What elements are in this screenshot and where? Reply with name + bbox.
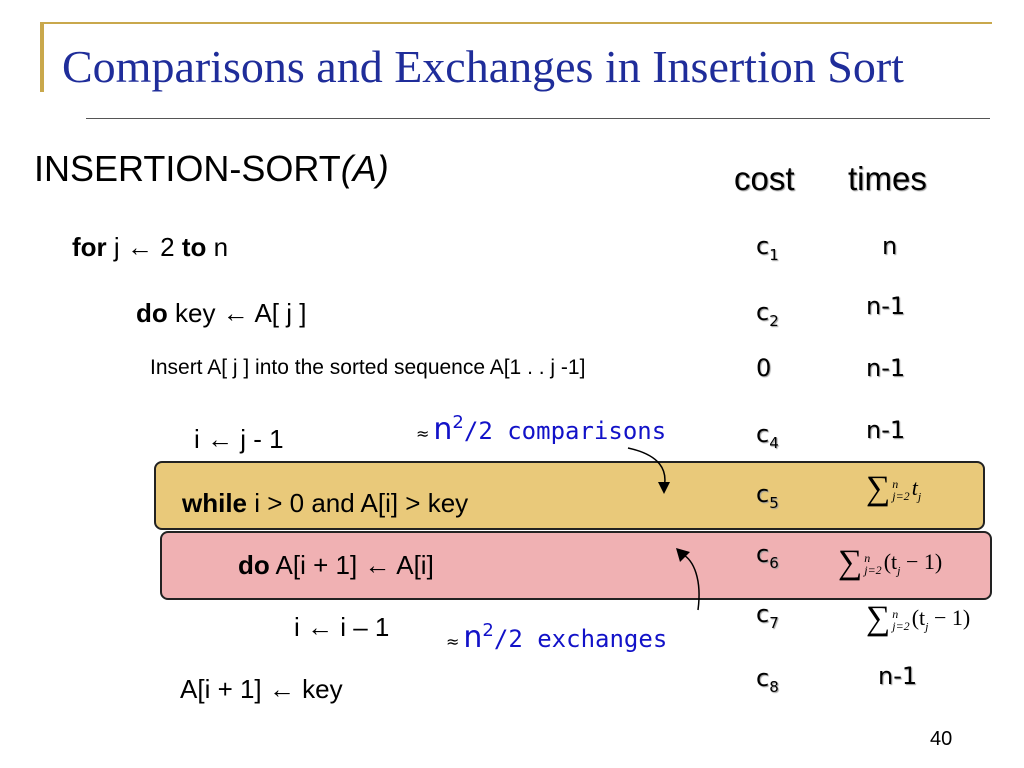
code-line-2: do key ← A[ j ] xyxy=(136,298,307,328)
cost-2: c2 xyxy=(756,298,779,330)
comparisons-note: ≈ n2/2 comparisons xyxy=(416,412,667,447)
code-line-7: i ← i – 1 xyxy=(294,612,390,642)
code-line-6: do A[i + 1] ← A[i] xyxy=(238,550,434,580)
cost-3: 0 xyxy=(756,354,772,382)
code-line-8: A[i + 1] ← key xyxy=(180,674,343,704)
page-title: Comparisons and Exchanges in Insertion S… xyxy=(62,41,904,92)
cost-header: cost xyxy=(734,160,795,197)
exchanges-arrow xyxy=(681,553,700,611)
title-accent-horizontal xyxy=(40,22,992,24)
title-underline xyxy=(86,118,990,119)
code-line-4: i ← j - 1 xyxy=(194,424,284,454)
code-line-1: for j ← 2 to n xyxy=(72,232,229,262)
times-2: n-1 xyxy=(866,292,906,320)
exchanges-note: ≈ n2/2 exchanges xyxy=(446,620,668,655)
page-number: 40 xyxy=(930,728,953,750)
cost-1: c1 xyxy=(756,232,779,264)
procedure-name: INSERTION-SORT xyxy=(34,148,341,189)
times-header: times xyxy=(848,160,927,197)
cost-8: c8 xyxy=(756,664,779,696)
do-highlight-box xyxy=(160,531,992,600)
while-highlight-box xyxy=(154,461,985,530)
code-line-3: Insert A[ j ] into the sorted sequence A… xyxy=(150,356,586,379)
procedure-header: INSERTION-SORT(A) xyxy=(34,148,389,190)
times-1: n xyxy=(882,232,898,260)
cost-5: c5 xyxy=(756,480,779,512)
title-accent-vertical xyxy=(40,22,44,92)
cost-6: c6 xyxy=(756,540,779,572)
times-5-sum: ∑ n j=2tj xyxy=(866,470,922,507)
code-line-5: while i > 0 and A[i] > key xyxy=(182,488,469,518)
cost-4: c4 xyxy=(756,420,779,452)
times-6-sum: ∑ n j=2(tj − 1) xyxy=(838,544,943,581)
procedure-arg: (A) xyxy=(340,148,389,189)
exchanges-arrowhead xyxy=(676,548,690,562)
times-8: n-1 xyxy=(878,662,918,690)
times-4: n-1 xyxy=(866,416,906,444)
times-7-sum: ∑ n j=2(tj − 1) xyxy=(866,600,971,637)
comparisons-arrowhead xyxy=(658,482,670,494)
times-3: n-1 xyxy=(866,354,906,382)
cost-7: c7 xyxy=(756,600,779,632)
